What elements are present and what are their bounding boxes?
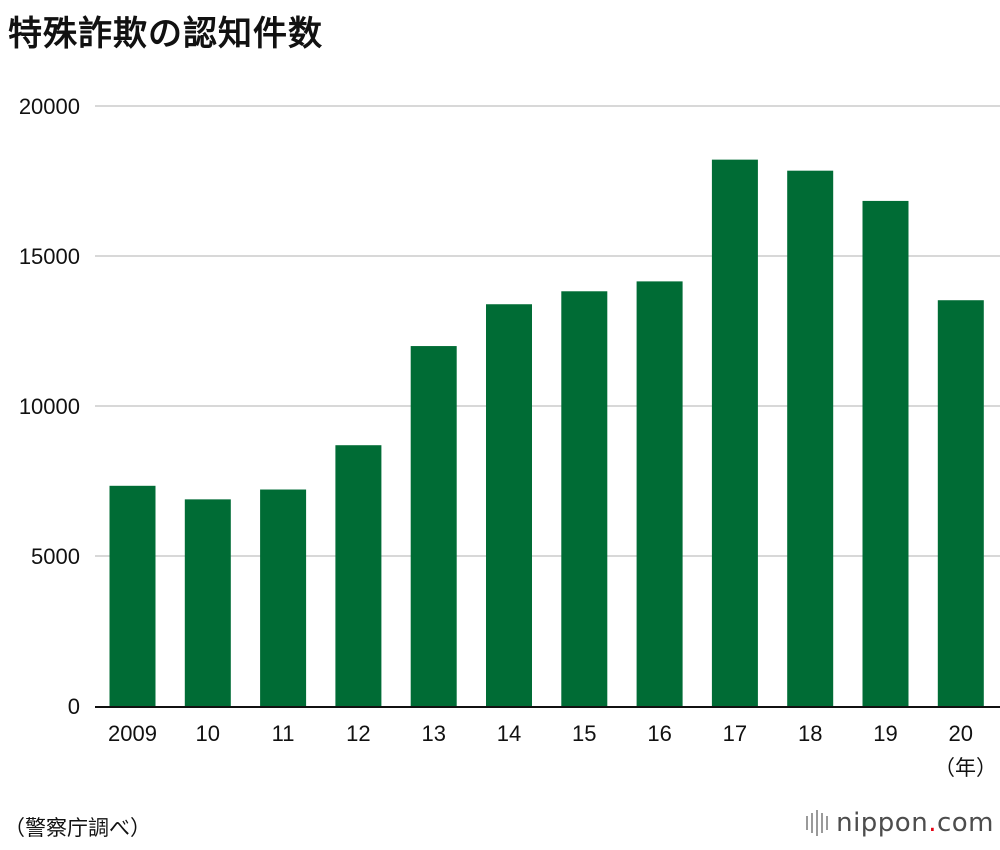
y-tick-label: 5000 bbox=[31, 544, 80, 569]
bar-15 bbox=[561, 291, 608, 706]
brand-dot: . bbox=[928, 808, 937, 838]
logo-bars-icon bbox=[806, 810, 829, 836]
brand-name: nippon bbox=[836, 808, 929, 838]
x-tick-label: 14 bbox=[497, 721, 521, 746]
bar-20 bbox=[937, 300, 984, 706]
nippon-logo: nippon.com bbox=[806, 808, 994, 838]
x-unit-label: （年） bbox=[934, 756, 997, 780]
x-tick-label: 2009 bbox=[108, 721, 157, 746]
bar-12 bbox=[335, 445, 382, 706]
y-axis-ticks: 0 5000 10000 15000 20000 bbox=[19, 94, 80, 719]
x-tick-label: 17 bbox=[723, 721, 747, 746]
y-tick-label: 0 bbox=[68, 694, 80, 719]
bars bbox=[109, 159, 984, 707]
x-tick-label: 16 bbox=[647, 721, 671, 746]
bar-19 bbox=[862, 200, 909, 707]
source-note: （警察庁調べ） bbox=[4, 816, 151, 840]
y-tick-label: 20000 bbox=[19, 94, 80, 119]
bar-11 bbox=[260, 489, 307, 706]
x-tick-label: 11 bbox=[272, 721, 295, 746]
x-tick-label: 15 bbox=[572, 721, 596, 746]
x-tick-label: 20 bbox=[949, 721, 973, 746]
chart-title: 特殊詐欺の認知件数 bbox=[8, 14, 323, 54]
bar-10 bbox=[184, 499, 231, 706]
bar-14 bbox=[486, 304, 532, 706]
x-axis-ticks: 2009 10 11 12 13 14 15 16 17 18 19 20 bbox=[108, 721, 973, 746]
x-tick-label: 10 bbox=[196, 721, 220, 746]
y-tick-label: 15000 bbox=[19, 244, 80, 269]
y-tick-label: 10000 bbox=[19, 394, 80, 419]
brand-tld: com bbox=[936, 808, 994, 838]
gridlines bbox=[95, 105, 1000, 557]
x-tick-label: 18 bbox=[798, 721, 822, 746]
x-tick-label: 19 bbox=[873, 721, 897, 746]
x-tick-label: 13 bbox=[421, 721, 445, 746]
bar-16 bbox=[636, 281, 683, 706]
bar-2009 bbox=[109, 485, 156, 706]
bar-18 bbox=[787, 170, 834, 706]
bar-13 bbox=[410, 346, 457, 706]
x-tick-label: 12 bbox=[346, 721, 370, 746]
bar-17 bbox=[711, 159, 758, 706]
